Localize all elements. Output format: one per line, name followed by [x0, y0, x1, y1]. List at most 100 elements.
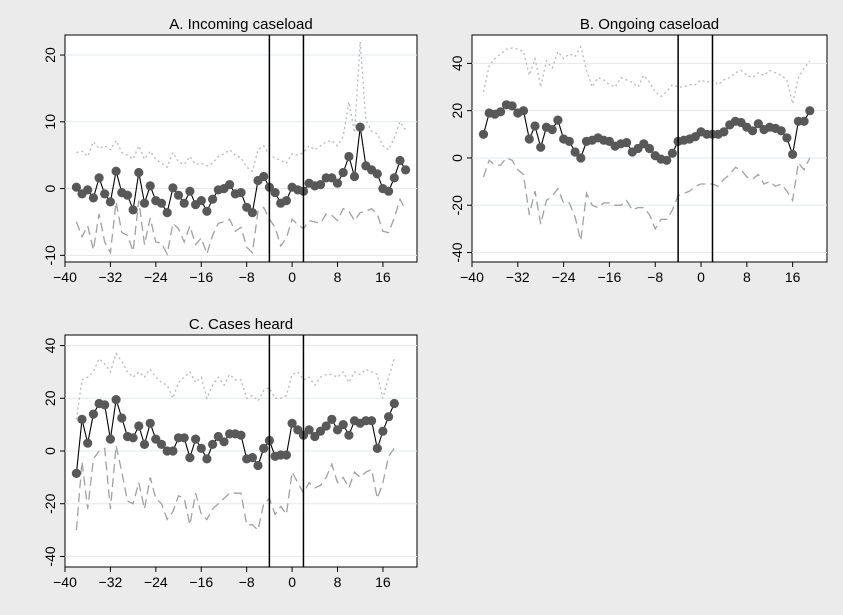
- y-tick-label: 40: [42, 338, 58, 354]
- y-tick-label: -20: [449, 195, 465, 215]
- data-point: [372, 169, 382, 179]
- data-point: [208, 194, 218, 204]
- data-point: [202, 454, 212, 464]
- data-point: [389, 173, 399, 183]
- data-point: [111, 395, 121, 405]
- x-tick-label: −16: [189, 574, 213, 590]
- data-point: [168, 446, 178, 456]
- data-point: [644, 143, 655, 154]
- data-point: [168, 183, 178, 193]
- data-point: [478, 129, 489, 139]
- data-point: [622, 138, 632, 148]
- data-point: [338, 420, 348, 430]
- x-tick-label: −24: [552, 269, 576, 285]
- data-point: [338, 167, 348, 178]
- data-point: [570, 147, 580, 157]
- data-point: [782, 133, 792, 143]
- x-tick-label: 16: [375, 269, 391, 285]
- x-tick-label: −32: [99, 574, 123, 590]
- data-point: [776, 126, 786, 136]
- data-point: [327, 414, 337, 424]
- data-point: [196, 443, 206, 453]
- y-tick-label: -20: [42, 493, 58, 513]
- y-tick-label: 0: [42, 184, 58, 192]
- data-point: [94, 173, 104, 183]
- data-point: [179, 198, 189, 208]
- data-point: [355, 122, 365, 132]
- data-point: [83, 185, 93, 195]
- data-point: [384, 186, 394, 196]
- data-point: [788, 149, 798, 159]
- data-point: [530, 121, 540, 131]
- data-point: [105, 434, 115, 444]
- data-point: [281, 196, 291, 206]
- data-point: [134, 167, 144, 178]
- data-point: [281, 450, 291, 460]
- data-point: [145, 181, 155, 191]
- x-tick-label: 16: [375, 574, 391, 590]
- data-point: [100, 189, 110, 199]
- x-tick-label: −32: [506, 269, 530, 285]
- y-tick-label: 20: [42, 390, 58, 406]
- data-point: [225, 180, 235, 190]
- data-point: [247, 453, 257, 463]
- x-tick-label: 0: [697, 269, 705, 285]
- x-tick-label: −8: [239, 574, 255, 590]
- series-upper-ci-line: [76, 41, 407, 173]
- data-point: [128, 205, 138, 215]
- data-point: [748, 126, 758, 136]
- y-tick-label: 20: [449, 103, 465, 119]
- series-upper-ci-line: [75, 352, 395, 420]
- data-point: [496, 107, 506, 117]
- data-point: [71, 182, 81, 192]
- x-tick-label: 16: [785, 269, 801, 285]
- y-tick-label: -40: [42, 546, 58, 566]
- series-lower-ci-line: [75, 445, 395, 532]
- data-point: [304, 425, 314, 435]
- panel-incoming-caseload: A. Incoming caseload -10 0 10 20 −40 −32 −24 −1…: [42, 16, 418, 285]
- plot-area: [471, 34, 828, 263]
- y-tick-label: -40: [449, 242, 465, 262]
- data-point: [259, 443, 269, 453]
- panel-title: A. Incoming caseload: [169, 16, 312, 33]
- data-point: [384, 412, 394, 422]
- series-lower-ci-line: [75, 197, 407, 257]
- x-tick-label: −40: [460, 269, 484, 285]
- x-tick-label: 0: [288, 269, 296, 285]
- data-point: [247, 208, 257, 218]
- data-point: [191, 434, 201, 444]
- x-tick-label: −16: [598, 269, 622, 285]
- data-point: [344, 151, 354, 162]
- data-point: [719, 127, 729, 137]
- x-tick-label: −8: [239, 269, 255, 285]
- data-point: [179, 433, 189, 443]
- data-point: [202, 206, 212, 216]
- x-tick-label: −40: [53, 269, 77, 285]
- data-point: [287, 418, 297, 428]
- data-point: [395, 155, 405, 166]
- x-tick-label: 8: [743, 269, 751, 285]
- data-point: [71, 468, 81, 478]
- x-tick-label: −24: [144, 269, 168, 285]
- panel-title: C. Cases heard: [189, 316, 293, 333]
- data-point: [253, 460, 263, 471]
- data-point: [547, 125, 557, 135]
- data-point: [185, 186, 195, 196]
- x-tick-label: 8: [334, 269, 342, 285]
- data-point: [139, 439, 150, 449]
- data-point: [156, 439, 167, 449]
- y-tick-label: 0: [42, 447, 58, 455]
- x-tick-label: 0: [288, 574, 296, 590]
- panel-cases-heard: C. Cases heard -40 -20 0 20 40 −40 −32 −24 −16 −8…: [42, 316, 418, 590]
- data-point: [662, 155, 672, 165]
- x-tick-label: −40: [53, 574, 77, 590]
- y-tick-label: 20: [42, 47, 58, 63]
- data-point: [805, 106, 815, 116]
- data-point: [553, 115, 563, 125]
- y-tick-label: -10: [42, 245, 58, 265]
- data-point: [88, 409, 98, 419]
- data-point: [83, 438, 93, 448]
- data-point: [321, 421, 331, 431]
- data-point: [128, 433, 138, 443]
- data-point: [564, 136, 574, 146]
